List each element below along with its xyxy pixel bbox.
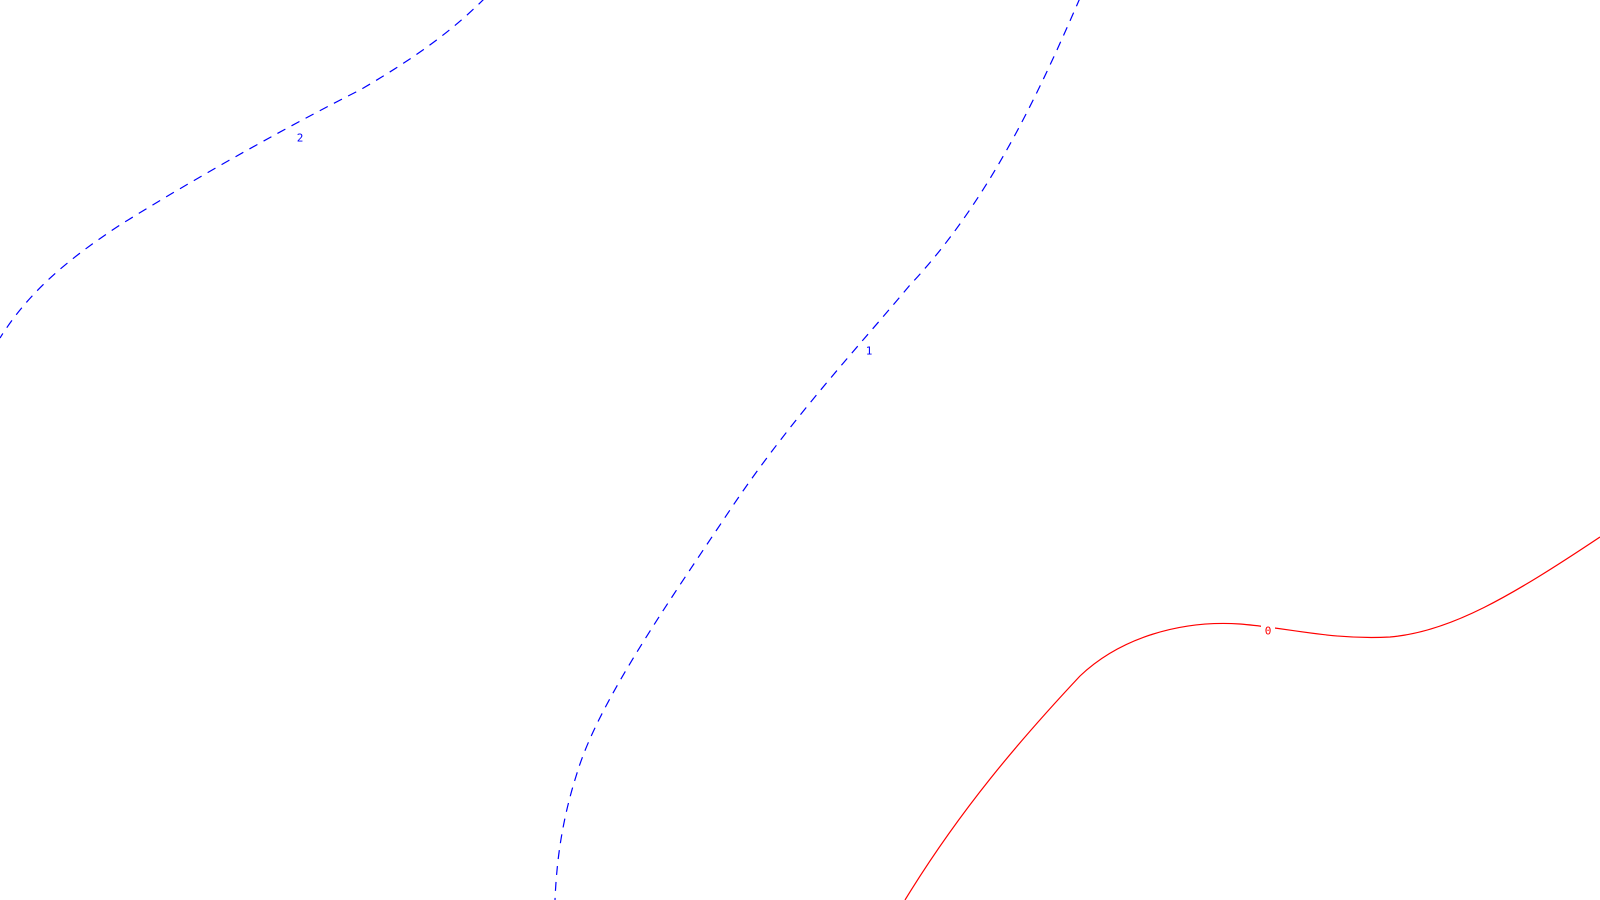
contour-labels: 2 1 0: [293, 131, 1275, 638]
contour-label-gap-2: [293, 131, 307, 145]
contour-line-level-1: [554, 0, 1080, 900]
contour-line-level-0: [904, 536, 1600, 900]
contour-label-level-1: 1: [866, 345, 873, 358]
contour-label-gap-0: [1261, 624, 1275, 638]
contour-line-level-2: [0, 0, 484, 339]
contour-label-level-0: 0: [1265, 625, 1272, 638]
contour-label-level-2: 2: [297, 132, 304, 145]
contour-label-gap-1: [862, 344, 876, 358]
